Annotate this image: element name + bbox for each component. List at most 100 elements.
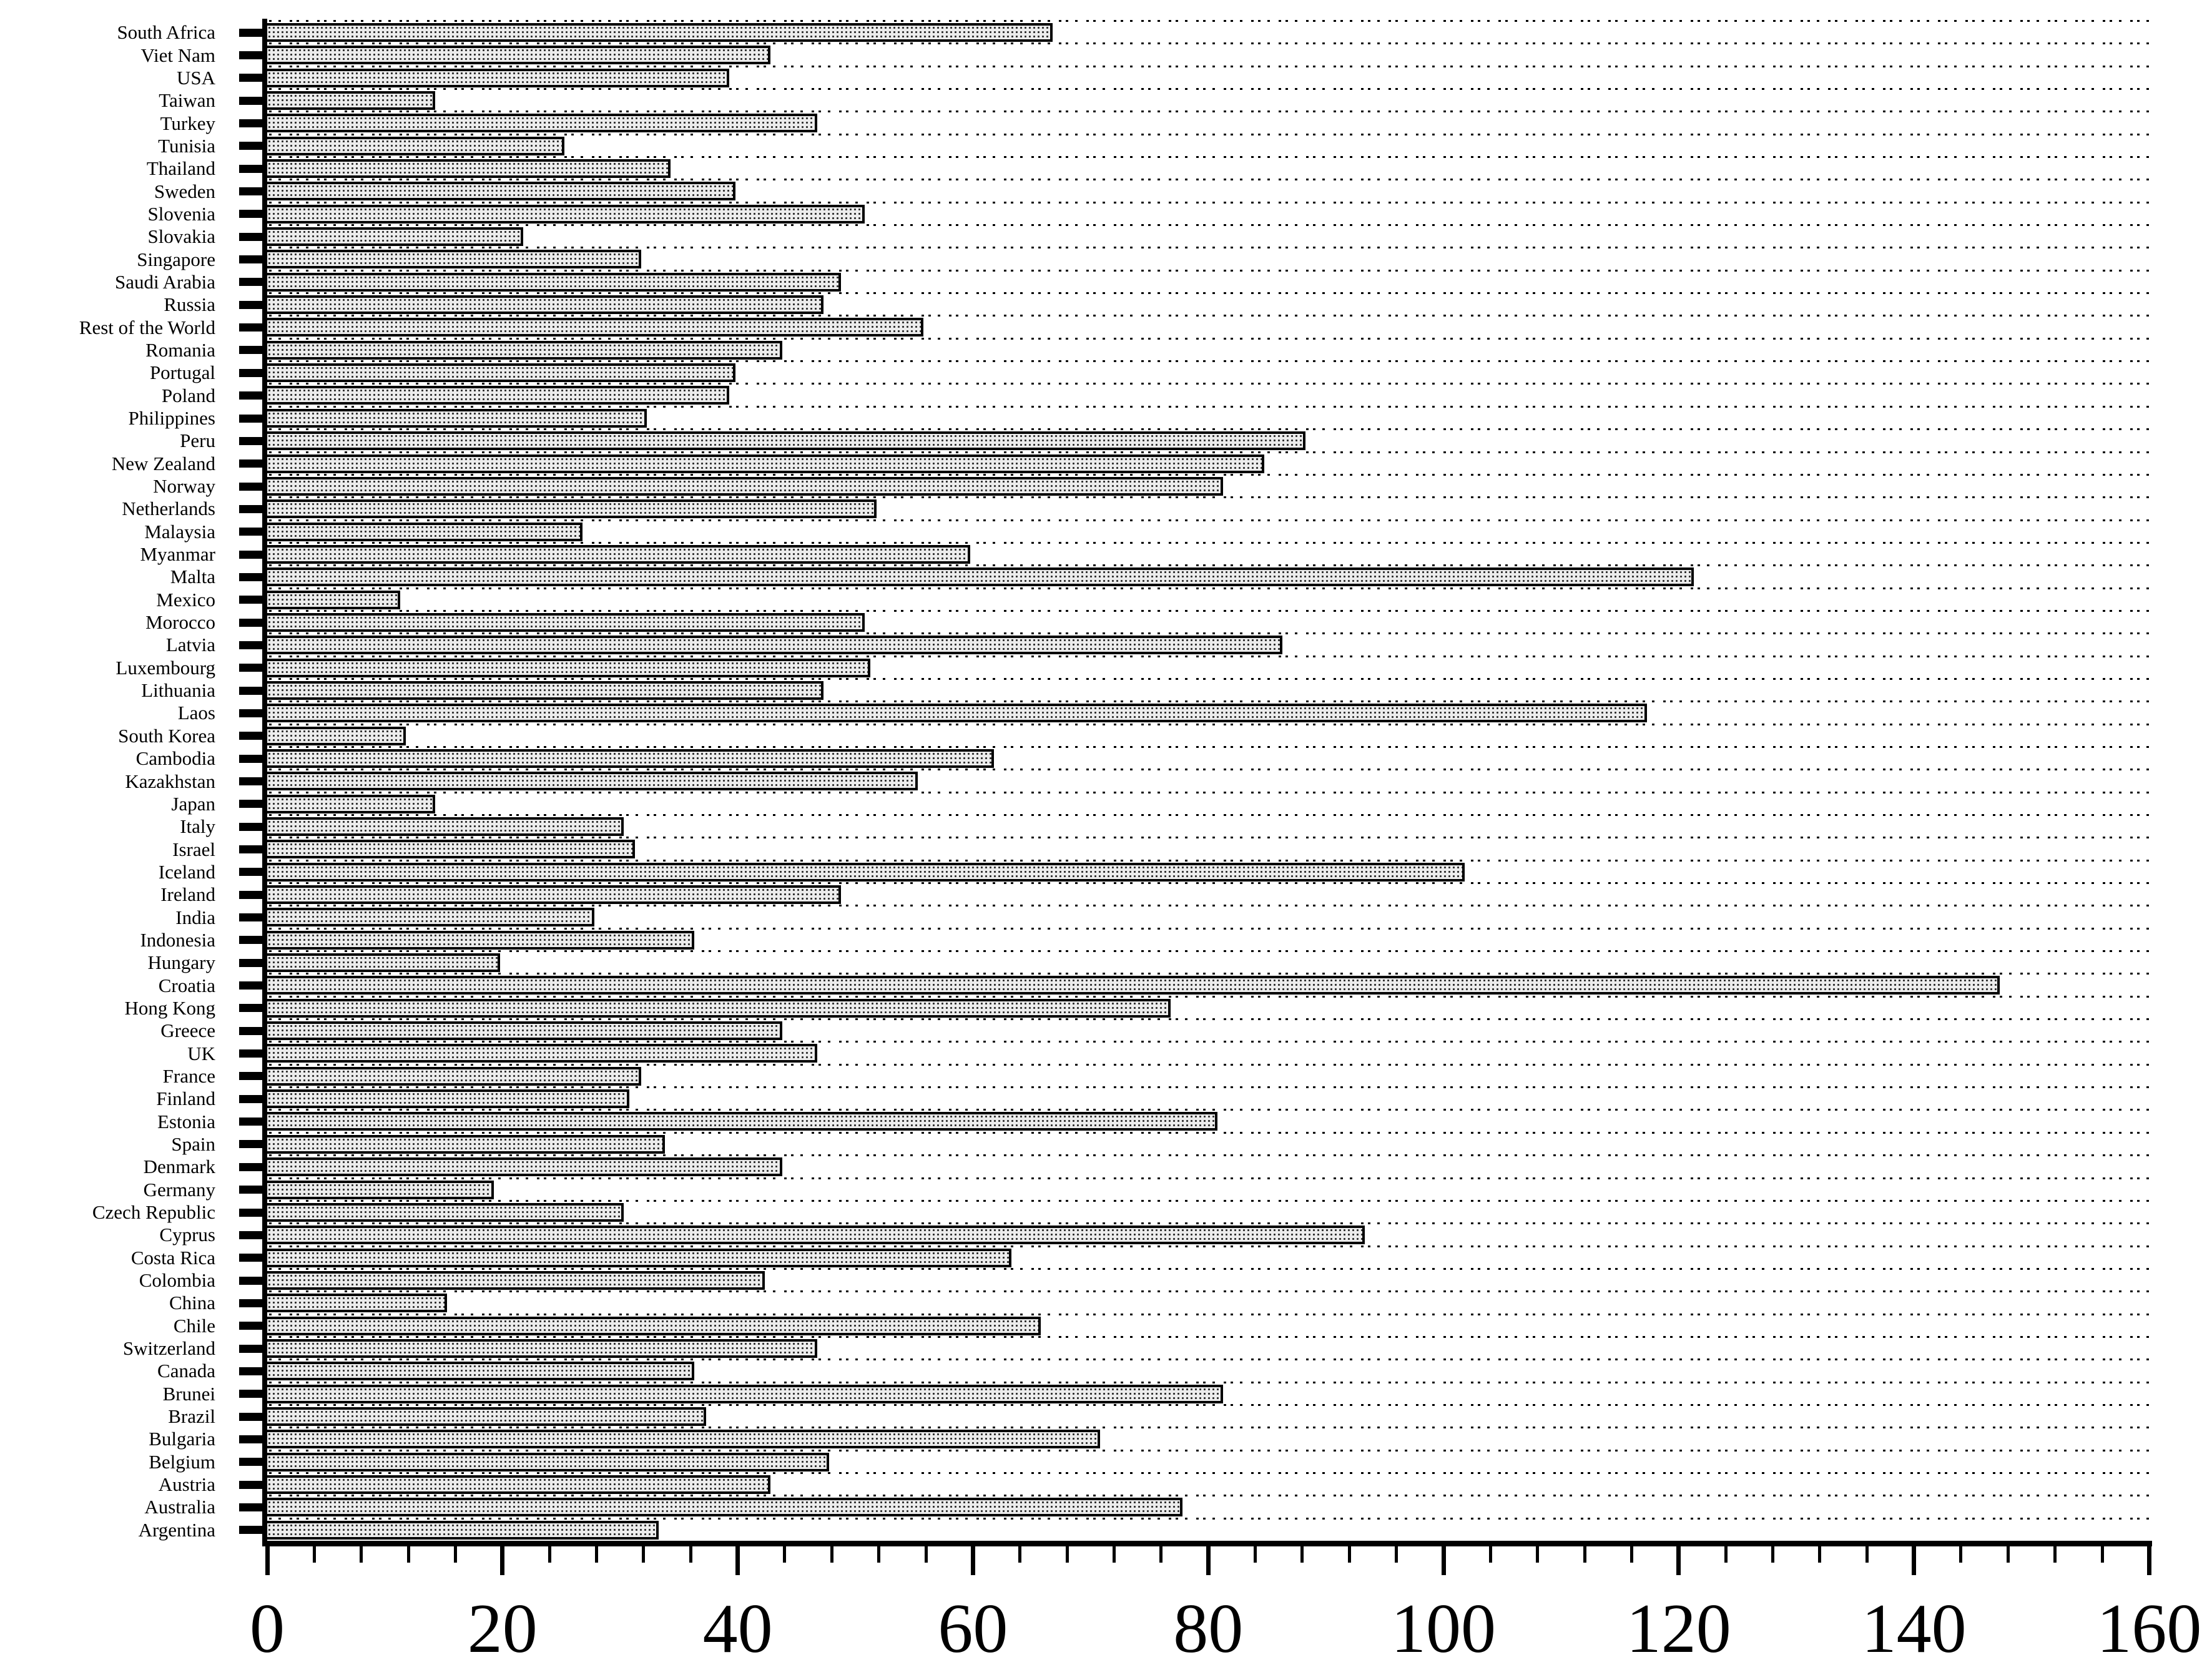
gridline xyxy=(262,65,2150,67)
bar xyxy=(265,680,823,700)
x-axis-minor-tick xyxy=(1018,1546,1022,1563)
gridline xyxy=(262,769,2150,771)
bar xyxy=(265,431,1305,451)
category-label: Portugal xyxy=(149,361,215,384)
bar xyxy=(265,1134,665,1154)
category-label: Austria xyxy=(158,1473,215,1496)
y-axis-tick xyxy=(239,596,267,604)
gridline xyxy=(262,1471,2150,1474)
y-axis-tick xyxy=(239,1390,267,1398)
category-label: Brazil xyxy=(168,1405,215,1428)
gridline xyxy=(262,473,2150,476)
x-axis-minor-tick xyxy=(1865,1546,1869,1563)
bar xyxy=(265,204,865,224)
y-axis-tick xyxy=(239,346,267,355)
bar xyxy=(265,1112,1217,1131)
gridline xyxy=(262,1041,2150,1043)
category-label: Slovakia xyxy=(147,225,216,248)
x-axis-major-tick xyxy=(970,1546,975,1575)
category-label: Peru xyxy=(180,430,215,452)
y-axis-tick xyxy=(239,1118,267,1126)
bar xyxy=(265,658,870,677)
y-axis-tick xyxy=(239,732,267,740)
x-axis-minor-tick xyxy=(1630,1546,1633,1563)
bar xyxy=(265,1430,1100,1449)
x-tick-label: 40 xyxy=(702,1590,773,1668)
category-label: Japan xyxy=(171,792,215,815)
category-label: Latvia xyxy=(165,634,215,656)
y-axis-tick xyxy=(239,164,267,173)
gridline xyxy=(262,1267,2150,1270)
bar xyxy=(265,953,500,973)
gridline xyxy=(262,88,2150,91)
gridline xyxy=(262,1063,2150,1066)
gridline xyxy=(262,224,2150,227)
bar xyxy=(265,749,994,768)
category-label: Laos xyxy=(177,702,215,724)
gridline xyxy=(262,519,2150,521)
gridline xyxy=(262,1131,2150,1134)
category-label: USA xyxy=(176,66,215,89)
bar xyxy=(265,1202,624,1222)
x-tick-label: 20 xyxy=(467,1590,538,1668)
category-label: Netherlands xyxy=(122,498,215,520)
bar xyxy=(265,1452,829,1471)
category-label: Slovenia xyxy=(147,202,216,225)
bar xyxy=(265,998,1171,1018)
bar xyxy=(265,612,865,632)
x-axis-minor-tick xyxy=(924,1546,928,1563)
x-axis-minor-tick xyxy=(1583,1546,1586,1563)
y-axis-tick xyxy=(239,1458,267,1466)
y-axis-tick xyxy=(239,391,267,400)
category-label: Luxembourg xyxy=(116,656,215,679)
bar xyxy=(265,363,735,383)
category-label: Poland xyxy=(161,384,215,406)
y-axis-tick xyxy=(239,1344,267,1353)
category-label: India xyxy=(175,906,215,928)
x-axis-line xyxy=(262,1541,2152,1546)
x-tick-label: 60 xyxy=(938,1590,1008,1668)
y-axis-tick xyxy=(239,550,267,559)
y-axis-tick xyxy=(239,28,267,37)
x-axis-minor-tick xyxy=(1724,1546,1728,1563)
bar xyxy=(265,227,523,247)
x-axis-minor-tick xyxy=(1347,1546,1351,1563)
x-axis-major-tick xyxy=(2146,1546,2151,1575)
x-axis-minor-tick xyxy=(1959,1546,1963,1563)
y-axis-tick xyxy=(239,528,267,536)
y-axis-tick xyxy=(239,142,267,150)
category-label: Czech Republic xyxy=(92,1201,215,1224)
x-axis-minor-tick xyxy=(548,1546,551,1563)
y-axis-tick xyxy=(239,1140,267,1149)
gridline xyxy=(262,292,2150,295)
gridline xyxy=(262,927,2150,930)
category-label: Kazakhstan xyxy=(125,770,215,792)
category-label: Singapore xyxy=(137,248,215,270)
y-axis-tick xyxy=(239,74,267,82)
bar xyxy=(265,1157,782,1177)
y-axis-tick xyxy=(239,1004,267,1013)
bar xyxy=(265,1270,765,1290)
category-label: Denmark xyxy=(143,1156,215,1178)
gridline xyxy=(262,1403,2150,1406)
gridline xyxy=(262,1086,2150,1089)
bar xyxy=(265,1316,1041,1335)
bar xyxy=(265,544,970,564)
gridline xyxy=(262,111,2150,113)
gridline xyxy=(262,814,2150,816)
gridline xyxy=(262,700,2150,703)
category-label: Viet Nam xyxy=(140,44,215,66)
bar xyxy=(265,1089,629,1109)
gridline xyxy=(262,1154,2150,1157)
category-label: Norway xyxy=(153,475,215,498)
x-axis-minor-tick xyxy=(406,1546,410,1563)
category-label: Spain xyxy=(171,1132,215,1155)
bar xyxy=(265,1407,706,1426)
bar xyxy=(265,1180,494,1199)
bar xyxy=(265,1498,1182,1517)
category-label: Saudi Arabia xyxy=(115,270,215,293)
gridline xyxy=(262,950,2150,953)
bar xyxy=(265,1339,817,1358)
gridline xyxy=(262,1245,2150,1247)
